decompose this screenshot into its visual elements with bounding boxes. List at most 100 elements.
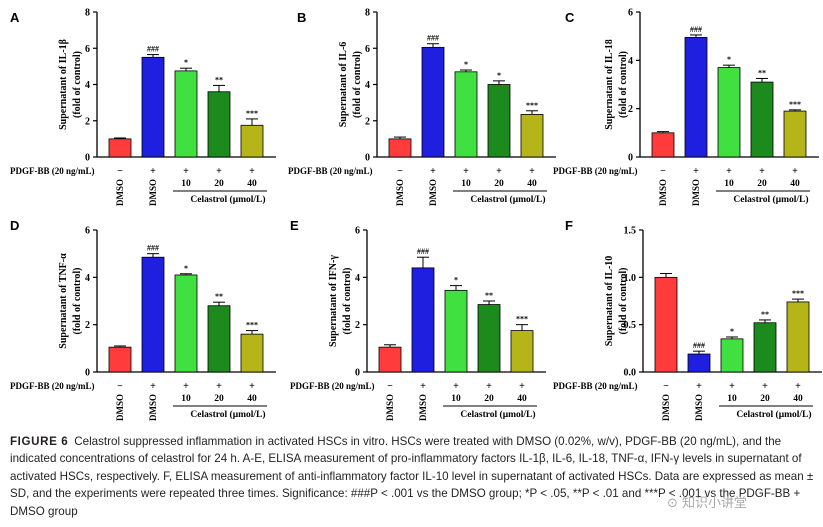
vehicle-label: DMSO — [148, 179, 158, 206]
significance-label: * — [184, 264, 188, 273]
y-axis-subtitle: (fold of control) — [618, 267, 629, 334]
y-tick-label: 8 — [365, 8, 370, 19]
celastrol-label: Celastrol (μmol/L) — [733, 194, 808, 205]
y-tick-label: 4 — [85, 80, 90, 91]
vehicle-label: DMSO — [385, 394, 395, 421]
pdgf-sign: + — [420, 381, 426, 392]
y-tick-label: 6 — [85, 44, 90, 55]
pdgf-sign: + — [216, 381, 222, 392]
panel-label: B — [297, 10, 306, 25]
bar — [444, 289, 468, 373]
pdgf-sign: + — [693, 166, 699, 177]
pdgf-sign: + — [216, 166, 222, 177]
pdgf-row-label: PDGF-BB (20 ng/mL) — [10, 166, 95, 176]
vehicle-label: DMSO — [694, 394, 704, 421]
pdgf-sign: + — [759, 166, 765, 177]
bar — [520, 114, 544, 158]
watermark: ⊙ 知识小讲堂 — [667, 496, 748, 511]
y-tick-label: 8 — [85, 8, 90, 19]
significance-label: *** — [246, 321, 258, 330]
dose-label: 40 — [790, 179, 800, 189]
celastrol-label: Celastrol (μmol/L) — [190, 409, 265, 420]
celastrol-label: Celastrol (μmol/L) — [460, 409, 535, 420]
vehicle-label: DMSO — [691, 179, 701, 206]
significance-label: ### — [147, 244, 159, 253]
significance-label: ** — [215, 292, 223, 301]
pdgf-sign: + — [183, 381, 189, 392]
bar — [687, 353, 711, 373]
significance-label: * — [184, 58, 188, 67]
vehicle-label: DMSO — [395, 179, 405, 206]
y-tick-label: 2 — [365, 116, 370, 127]
y-tick-label: 0 — [85, 153, 90, 164]
vehicle-label: DMSO — [428, 179, 438, 206]
pdgf-sign: + — [150, 381, 156, 392]
vehicle-label: DMSO — [148, 394, 158, 421]
dose-label: 20 — [214, 394, 224, 404]
pdgf-sign: − — [117, 381, 123, 392]
y-tick-label: 4 — [85, 273, 90, 284]
pdgf-sign: + — [726, 166, 732, 177]
dose-label: 10 — [181, 179, 191, 189]
significance-label: * — [454, 276, 458, 285]
bar — [684, 36, 708, 158]
pdgf-sign: + — [795, 381, 801, 392]
significance-label: ** — [215, 75, 223, 84]
significance-label: ### — [693, 341, 705, 350]
y-tick-label: 4 — [365, 80, 370, 91]
y-tick-label: 0.5 — [624, 320, 637, 331]
celastrol-label: Celastrol (μmol/L) — [470, 194, 545, 205]
bar — [651, 132, 675, 158]
panel-label: A — [10, 10, 20, 25]
pdgf-sign: + — [729, 381, 735, 392]
vehicle-label: DMSO — [658, 179, 668, 206]
y-axis-title: Supernatant of IFN-γ — [328, 255, 339, 347]
bar — [388, 138, 412, 158]
pdgf-sign: + — [249, 381, 255, 392]
significance-label: *** — [516, 315, 528, 324]
y-axis-subtitle: (fold of control) — [342, 267, 353, 334]
y-axis-subtitle: (fold of control) — [72, 267, 83, 334]
bar — [786, 301, 810, 373]
bar — [174, 70, 198, 158]
celastrol-label: Celastrol (μmol/L) — [190, 194, 265, 205]
significance-label: ### — [427, 34, 439, 43]
bar — [240, 124, 264, 158]
dose-label: 10 — [451, 394, 461, 404]
pdgf-row-label: PDGF-BB (20 ng/mL) — [290, 381, 375, 391]
y-tick-label: 0 — [365, 153, 370, 164]
significance-label: *** — [526, 101, 538, 110]
bar — [753, 322, 777, 373]
dose-label: 20 — [757, 179, 767, 189]
bar — [421, 46, 445, 158]
y-tick-label: 4 — [355, 273, 360, 284]
significance-label: *** — [246, 109, 258, 118]
dose-label: 10 — [727, 394, 737, 404]
bar — [108, 346, 132, 373]
y-tick-label: 1.0 — [624, 273, 637, 284]
y-tick-label: 6 — [85, 226, 90, 237]
significance-label: * — [464, 60, 468, 69]
bar — [141, 256, 165, 373]
y-tick-label: 2 — [628, 104, 633, 115]
bar — [720, 338, 744, 373]
pdgf-sign: + — [430, 166, 436, 177]
significance-label: ** — [485, 291, 493, 300]
pdgf-row-label: PDGF-BB (20 ng/mL) — [288, 166, 373, 176]
dose-label: 40 — [527, 179, 537, 189]
pdgf-sign: + — [762, 381, 768, 392]
bar — [783, 110, 807, 158]
panel-label: C — [565, 10, 575, 25]
y-tick-label: 6 — [355, 226, 360, 237]
bar — [477, 304, 501, 373]
significance-label: * — [497, 71, 501, 80]
pdgf-sign: + — [249, 166, 255, 177]
bar — [207, 305, 231, 373]
dose-label: 40 — [247, 179, 257, 189]
dose-label: 40 — [517, 394, 527, 404]
bar — [454, 71, 478, 158]
celastrol-label: Celastrol (μmol/L) — [736, 409, 811, 420]
vehicle-label: DMSO — [115, 179, 125, 206]
pdgf-sign: + — [519, 381, 525, 392]
